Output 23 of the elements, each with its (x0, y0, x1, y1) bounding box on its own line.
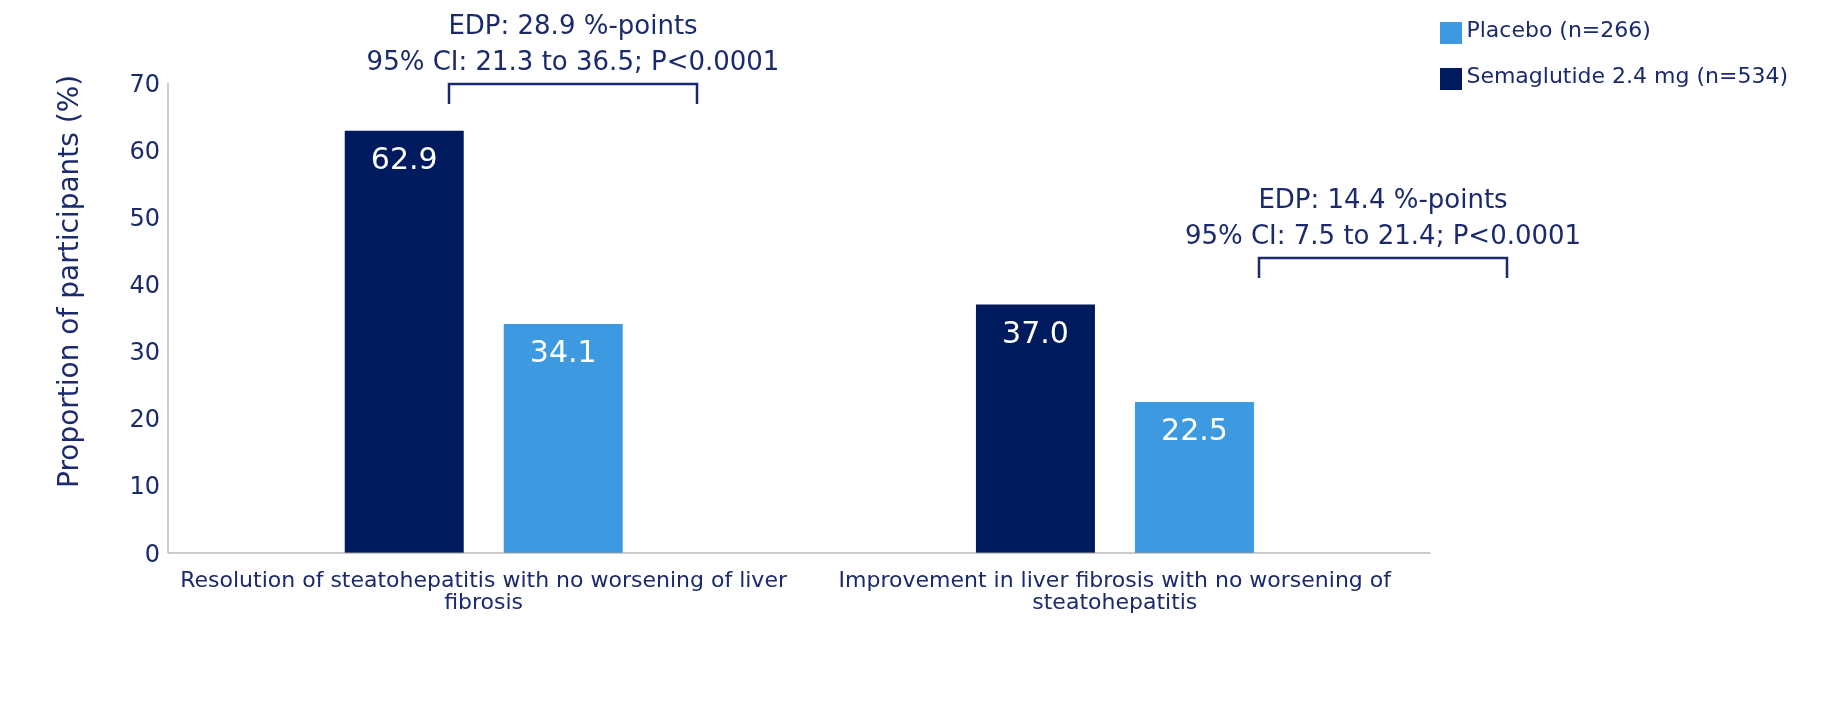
y-tick-label: 60 (129, 136, 160, 165)
data-label: 34.1 (529, 334, 597, 370)
data-label: 37.0 (1002, 314, 1069, 350)
y-tick-label: 40 (129, 270, 160, 299)
y-axis-title: Proportion of participants (%) (51, 74, 85, 488)
legend-label: Semaglutide 2.4 mg (n=534) (1466, 63, 1788, 88)
y-tick-label: 10 (129, 472, 160, 501)
y-tick-label: 30 (129, 338, 160, 367)
bar (344, 130, 464, 553)
annotation: EDP: 14.4 %-points 95% CI: 7.5 to 21.4; P<0.0001 (1183, 182, 1583, 252)
data-label: 62.9 (370, 140, 438, 176)
x-tick-label: Resolution of steatohepatitis with no worsening of liver fibrosis (180, 566, 788, 614)
y-tick-label: 0 (144, 539, 160, 568)
bar (975, 304, 1095, 553)
bar (1134, 401, 1254, 553)
bar (503, 324, 623, 553)
y-tick-label: 70 (129, 69, 160, 98)
y-tick-label: 50 (129, 203, 160, 232)
y-tick-label: 20 (129, 405, 160, 434)
legend-label: Placebo (n=266) (1466, 17, 1651, 42)
text: EDP: 28.9 %-points 95% CI: 21.3 to 36.5; P<0.0001 (365, 8, 781, 78)
x-tick-label: Improvement in liver fibrosis with no worsening of steatohepatitis (838, 566, 1393, 614)
data-label: 22.5 (1161, 411, 1228, 447)
